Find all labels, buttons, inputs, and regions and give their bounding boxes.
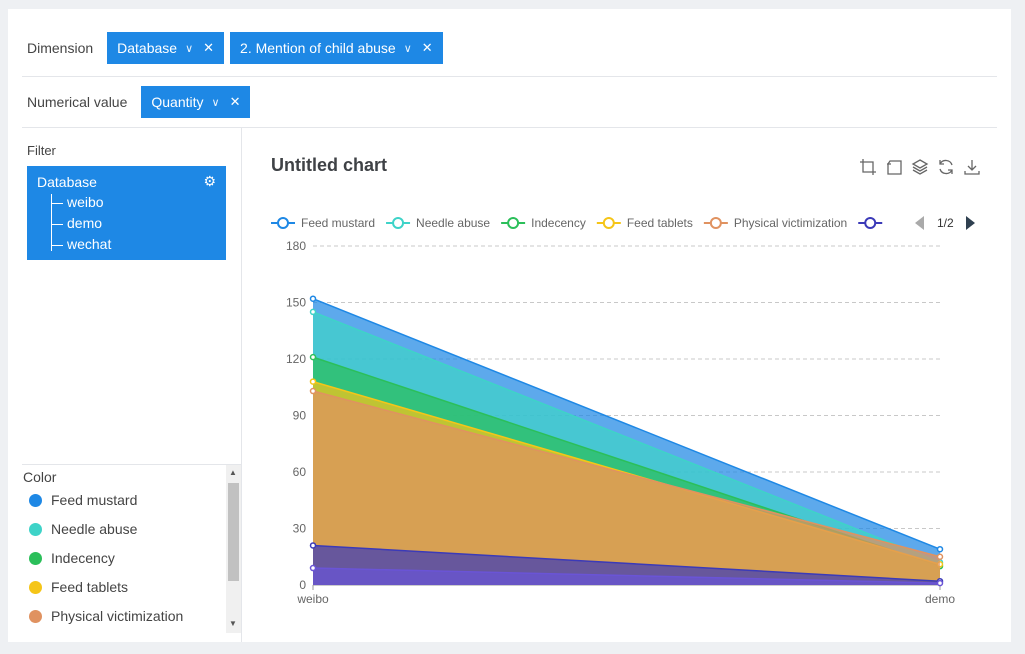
color-item[interactable]: Indecency xyxy=(29,550,115,566)
chevron-down-icon[interactable]: ∨ xyxy=(185,42,194,55)
filter-title: Filter xyxy=(27,143,56,158)
y-tick-label: 90 xyxy=(293,409,307,423)
filter-item-weibo[interactable]: weibo xyxy=(51,194,104,210)
color-item[interactable]: Needle abuse xyxy=(29,521,137,537)
dimension-tag-child-abuse[interactable]: 2. Mention of child abuse ∨ ✕ xyxy=(230,32,443,64)
y-tick-label: 60 xyxy=(293,465,307,479)
y-tick-label: 120 xyxy=(286,352,306,366)
legend-label: Indecency xyxy=(531,216,586,230)
dimension-tag-database[interactable]: Database ∨ ✕ xyxy=(107,32,225,64)
stack-icon[interactable] xyxy=(911,158,929,176)
color-item[interactable]: Feed mustard xyxy=(29,492,137,508)
area-chart: 0 30 60 90 120 150 180 weibo demo Feed mustard Nee… xyxy=(271,216,975,606)
filter-tree[interactable]: Database ⚙ weibo demo wechat xyxy=(27,166,226,260)
color-item-label: Indecency xyxy=(51,550,115,566)
color-panel: Color Feed mustard Needle abuse Indecenc… xyxy=(22,464,241,642)
close-icon[interactable]: ✕ xyxy=(421,40,433,55)
color-item-label: Feed tablets xyxy=(51,579,129,595)
data-point xyxy=(309,308,317,316)
color-item-label: Needle abuse xyxy=(51,521,138,537)
color-title: Color xyxy=(23,469,57,485)
legend-marker xyxy=(864,217,877,229)
series-line xyxy=(312,390,941,558)
dimension-row: Dimension Database ∨ ✕ 2. Mention of chi… xyxy=(22,31,997,77)
dimension-label: Dimension xyxy=(27,40,94,56)
y-tick-label: 30 xyxy=(293,522,307,536)
data-point xyxy=(936,579,944,587)
data-point xyxy=(309,295,317,302)
tag-label: Quantity xyxy=(151,94,204,110)
x-tick-label: weibo xyxy=(296,592,329,606)
y-tick-label: 0 xyxy=(299,578,306,592)
legend-label: Physical victimization xyxy=(734,216,847,230)
data-point xyxy=(309,387,317,395)
legend-marker xyxy=(507,217,520,229)
legend-marker xyxy=(602,217,615,229)
series-line xyxy=(312,311,941,564)
scrollbar[interactable]: ▲ ▼ xyxy=(226,465,241,633)
numerical-label: Numerical value xyxy=(27,94,128,110)
filter-root[interactable]: Database xyxy=(37,174,97,190)
filter-item-wechat[interactable]: wechat xyxy=(51,236,111,252)
series-line xyxy=(312,298,941,550)
crop-icon[interactable] xyxy=(859,158,877,176)
color-item[interactable]: Physical victimization xyxy=(29,608,183,624)
legend-page: 1/2 xyxy=(937,216,954,230)
close-icon[interactable]: ✕ xyxy=(203,40,215,55)
x-tick-label: demo xyxy=(925,592,955,606)
legend-next-icon[interactable] xyxy=(966,216,975,230)
color-swatch xyxy=(29,493,42,507)
numerical-row: Numerical value Quantity ∨ ✕ xyxy=(22,77,997,128)
legend-label: Feed tablets xyxy=(627,216,693,230)
y-tick-label: 180 xyxy=(286,239,306,253)
legend-label: Needle abuse xyxy=(416,216,490,230)
data-point xyxy=(309,378,317,385)
color-swatch xyxy=(29,580,42,594)
scroll-down-icon[interactable]: ▼ xyxy=(229,619,237,628)
y-tick-label: 150 xyxy=(286,296,306,310)
gear-icon[interactable]: ⚙ xyxy=(203,173,216,189)
color-swatch xyxy=(29,551,42,565)
chart-title: Untitled chart xyxy=(271,155,388,175)
tag-label: Database xyxy=(117,40,178,56)
filter-item-demo[interactable]: demo xyxy=(51,215,102,231)
scroll-thumb[interactable] xyxy=(228,483,239,581)
series-line xyxy=(312,567,941,584)
chart-area: 0 30 60 90 120 150 180 weibo demo Feed mustard Nee… xyxy=(243,128,997,642)
series-area xyxy=(313,391,940,585)
legend-marker xyxy=(709,217,722,229)
chevron-down-icon[interactable]: ∨ xyxy=(403,42,412,55)
legend-marker xyxy=(392,217,405,229)
color-item-label: Feed mustard xyxy=(51,492,138,508)
close-icon[interactable]: ✕ xyxy=(229,94,241,109)
data-point xyxy=(936,545,944,553)
color-swatch xyxy=(29,522,42,536)
download-icon[interactable] xyxy=(963,158,981,176)
legend-prev-icon[interactable] xyxy=(915,216,924,230)
chevron-down-icon[interactable]: ∨ xyxy=(211,96,220,109)
legend-marker xyxy=(277,217,289,229)
color-item[interactable]: Feed tablets xyxy=(29,579,128,595)
main-card: Dimension Database ∨ ✕ 2. Mention of chi… xyxy=(8,9,1011,642)
numerical-tag-quantity[interactable]: Quantity ∨ ✕ xyxy=(141,86,251,118)
data-point xyxy=(309,542,317,549)
data-point xyxy=(309,564,317,572)
chart-toolbox xyxy=(859,158,981,176)
color-swatch xyxy=(29,609,42,623)
tree-line xyxy=(51,194,52,251)
data-point xyxy=(309,353,317,361)
legend-label: Feed mustard xyxy=(301,216,375,230)
left-panel: Filter Database ⚙ weibo demo wechat Colo… xyxy=(22,128,242,642)
color-item-label: Physical victimization xyxy=(51,608,184,624)
series-line xyxy=(312,544,941,582)
data-point xyxy=(936,553,944,560)
refresh-icon[interactable] xyxy=(937,158,955,176)
tag-label: 2. Mention of child abuse xyxy=(240,40,396,56)
scroll-up-icon[interactable]: ▲ xyxy=(229,468,237,477)
undo-icon[interactable] xyxy=(885,158,903,176)
